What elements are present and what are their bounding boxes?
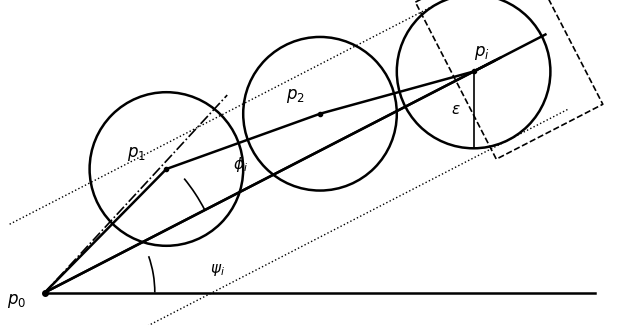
Text: $p_2$: $p_2$ [285,87,305,105]
Text: $p_i$: $p_i$ [474,45,490,62]
Text: $p_1$: $p_1$ [127,145,146,163]
Text: $\varepsilon$: $\varepsilon$ [451,102,460,117]
Text: $\psi_i$: $\psi_i$ [210,262,225,278]
Text: $\phi_i$: $\phi_i$ [233,155,248,174]
Text: $p_0$: $p_0$ [7,292,26,309]
